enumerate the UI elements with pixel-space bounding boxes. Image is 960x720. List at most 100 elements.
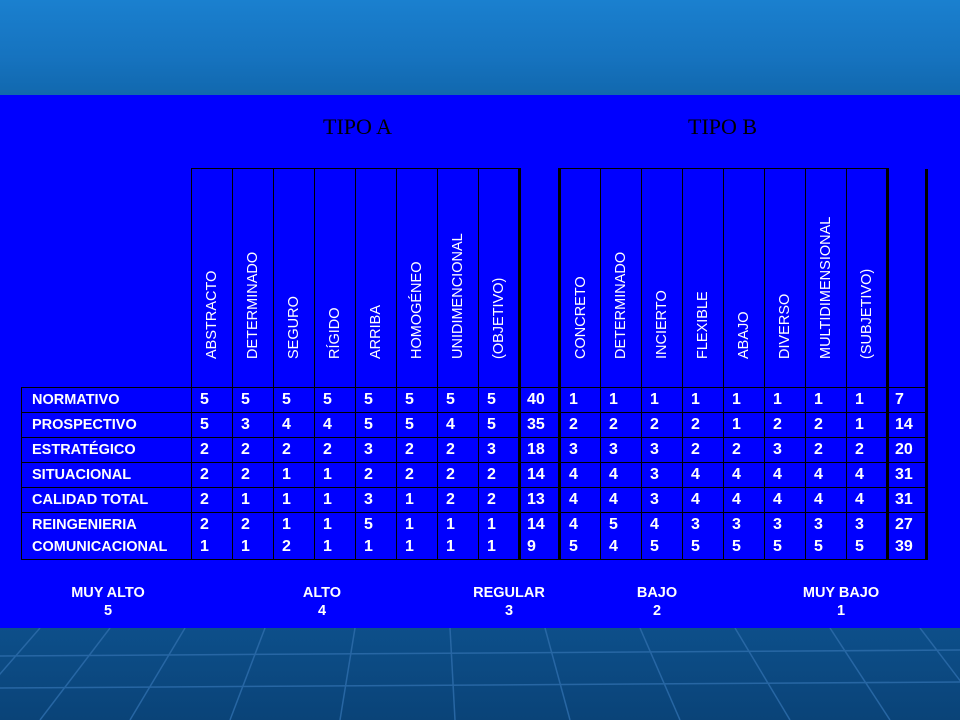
header-row: ABSTRACTO DETERMINADO SEGURO RÍGIDO ARRI… (21, 168, 928, 388)
cell-line-1: 4 (569, 516, 578, 533)
perspective-grid-decoration (0, 628, 960, 720)
col-header-a: ARRIBA (355, 168, 397, 388)
score-cell-a: 2 (396, 462, 438, 488)
col-header-b: DIVERSO (764, 168, 806, 388)
row-label: ESTRATÉGICO (21, 437, 192, 463)
score-cell-a: 3 (232, 412, 274, 438)
legend-value: 1 (836, 603, 846, 619)
total-a-cell: 35 (518, 412, 561, 438)
cell-line-1: REINGENIERIA (32, 517, 137, 533)
score-cell-a: 5 (273, 387, 315, 413)
col-header-label: (SUBJETIVO) (858, 268, 875, 359)
score-cell-a: 2 (191, 437, 233, 463)
total-a-cell: 14 9 (518, 512, 561, 560)
col-header-b: DETERMINADO (600, 168, 642, 388)
score-cell-b: 2 (723, 437, 765, 463)
score-cell-a: 1 (314, 487, 356, 513)
cell-line-1: 1 (282, 516, 291, 533)
score-cell-a: 1 (273, 487, 315, 513)
col-header-label: SEGURO (286, 296, 302, 359)
corner-cell (21, 168, 192, 388)
cell-line-2: 1 (241, 538, 250, 555)
score-cell-a: 1 (314, 462, 356, 488)
top-banner (0, 0, 960, 95)
score-cell-a: 2 (191, 487, 233, 513)
legend-value: 2 (652, 603, 662, 619)
score-cell-b: 3 (600, 437, 642, 463)
cell-line-1: 3 (855, 516, 864, 533)
score-cell-b: 2 (682, 437, 724, 463)
cell-line-2: 5 (773, 538, 782, 555)
score-cell-a: 1 (273, 462, 315, 488)
row-label: NORMATIVO (21, 387, 192, 413)
evaluation-table: ABSTRACTO DETERMINADO SEGURO RÍGIDO ARRI… (21, 168, 928, 560)
score-cell-b: 2 (846, 437, 888, 463)
score-cell-b: 2 (805, 412, 847, 438)
bottom-decorative-band (0, 628, 960, 720)
col-header-a: ABSTRACTO (191, 168, 233, 388)
cell-line-2: 5 (732, 538, 741, 555)
score-cell-b: 4 (682, 462, 724, 488)
score-cell-a: 5 (396, 412, 438, 438)
total-b-cell: 7 (886, 387, 928, 413)
cell-line-1: 1 (323, 516, 332, 533)
col-header-a: DETERMINADO (232, 168, 274, 388)
cell-line-2: 1 (364, 538, 373, 555)
score-cell-b: 2 (682, 412, 724, 438)
score-cell-b: 2 (764, 412, 806, 438)
col-header-b: MULTIDIMENSIONAL (805, 168, 847, 388)
cell-line-2: 1 (323, 538, 332, 555)
col-header-label: (OBJETIVO) (490, 277, 507, 359)
total-b-cell: 27 39 (886, 512, 928, 560)
cell-line-1: 1 (487, 516, 496, 533)
total-b-cell: 31 (886, 462, 928, 488)
score-cell-a: 1 (232, 487, 274, 513)
total-b-cell: 20 (886, 437, 928, 463)
score-cell-a: 5 (478, 387, 520, 413)
total-b-header (886, 168, 928, 388)
col-header-b: (SUBJETIVO) (846, 168, 888, 388)
score-cell-b: 4 (846, 462, 888, 488)
score-cell-b: 1 (846, 412, 888, 438)
score-cell-a: 2 (314, 437, 356, 463)
cell-line-2: 5 (691, 538, 700, 555)
cell-line-1: 5 (364, 516, 373, 533)
score-cell-a: 5 (355, 412, 397, 438)
col-header-a: (OBJETIVO) (478, 168, 520, 388)
legend-value: 4 (317, 603, 327, 619)
score-cell-b: 3 (641, 487, 683, 513)
total-a-cell: 13 (518, 487, 561, 513)
col-header-label: DETERMINADO (613, 251, 629, 359)
total-b-cell: 14 (886, 412, 928, 438)
score-cell-a: 5 (355, 387, 397, 413)
col-header-label: ARRIBA (368, 305, 384, 359)
score-cell-b: 4 (600, 462, 642, 488)
cell-line-2: 5 (814, 538, 823, 555)
cell-line-2: 5 (569, 538, 578, 555)
score-cell-a: 1 (396, 487, 438, 513)
row-label: REINGENIERIA COMUNICACIONAL (21, 512, 192, 560)
cell-line-1: 4 (650, 516, 659, 533)
score-cell-a: 2 (396, 437, 438, 463)
score-cell-b: 4 (723, 462, 765, 488)
cell-line-2: 5 (855, 538, 864, 555)
score-cell-a: 3 (478, 437, 520, 463)
score-cell-b: 4 (805, 462, 847, 488)
score-cell-a: 5 (314, 387, 356, 413)
table-row: REINGENIERIA COMUNICACIONAL 2 1 2 1 1 2 1 1 5 1 1 1 1 1… (21, 512, 928, 560)
col-header-label: INCIERTO (654, 290, 670, 359)
table-row: CALIDAD TOTAL 2 1 1 1 3 1 2 2 13 4 4 3 4 4 4 4 4 31 (21, 487, 928, 513)
score-cell-a: 3 (355, 437, 397, 463)
legend-bajo: BAJO 2 (617, 584, 697, 620)
score-cell-a: 2 (191, 462, 233, 488)
cell-line-1: 5 (609, 516, 618, 533)
table-row: SITUACIONAL 2 2 1 1 2 2 2 2 14 4 4 3 4 4 4 4 4 31 (21, 462, 928, 488)
col-header-label: DIVERSO (777, 293, 793, 359)
score-cell-a: 2 (437, 487, 479, 513)
